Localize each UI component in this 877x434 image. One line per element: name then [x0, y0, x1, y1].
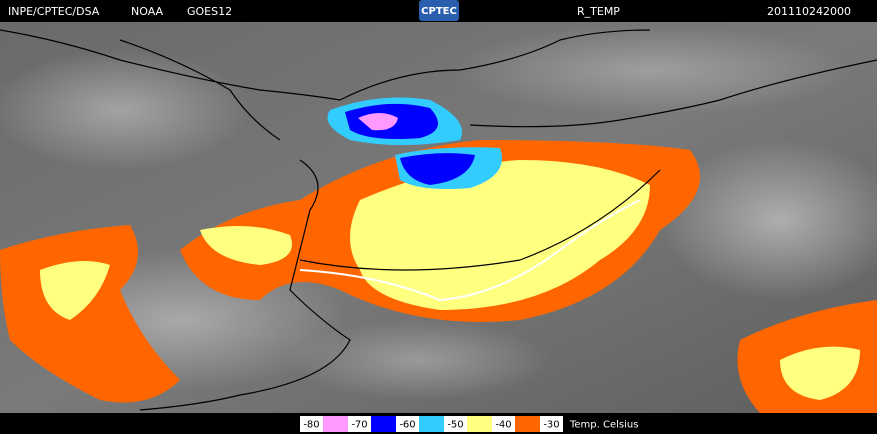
legend-swatch [467, 416, 492, 432]
legend-label-box [300, 416, 323, 432]
legend-swatch [371, 416, 396, 432]
legend-label: -70 [351, 420, 367, 431]
legend-swatch [323, 416, 348, 432]
legend-label-box [492, 416, 515, 432]
legend-label: -80 [303, 420, 319, 431]
satellite: GOES12 [187, 5, 232, 18]
legend-swatch [419, 416, 444, 432]
legend-label: -60 [399, 420, 415, 431]
legend-label: -50 [447, 420, 463, 431]
legend-label-box [444, 416, 467, 432]
satellite-image [0, 22, 877, 413]
legend: -80 -70 -60 -50 -40 -30 Temp. Celsius [300, 416, 638, 432]
logo-box [419, 0, 459, 21]
product: R_TEMP [577, 5, 620, 18]
agency: NOAA [131, 5, 164, 18]
legend-label: -30 [543, 420, 559, 431]
source: INPE/CPTEC/DSA [8, 5, 100, 18]
legend-label-box [540, 416, 563, 432]
legend-label: -40 [495, 420, 511, 431]
timestamp: 201110242000 [767, 5, 851, 18]
logo: CPTEC [421, 6, 457, 17]
legend-swatch [515, 416, 540, 432]
legend-label-box [396, 416, 419, 432]
legend-label-box [348, 416, 371, 432]
legend-unit: Temp. Celsius [569, 420, 638, 431]
